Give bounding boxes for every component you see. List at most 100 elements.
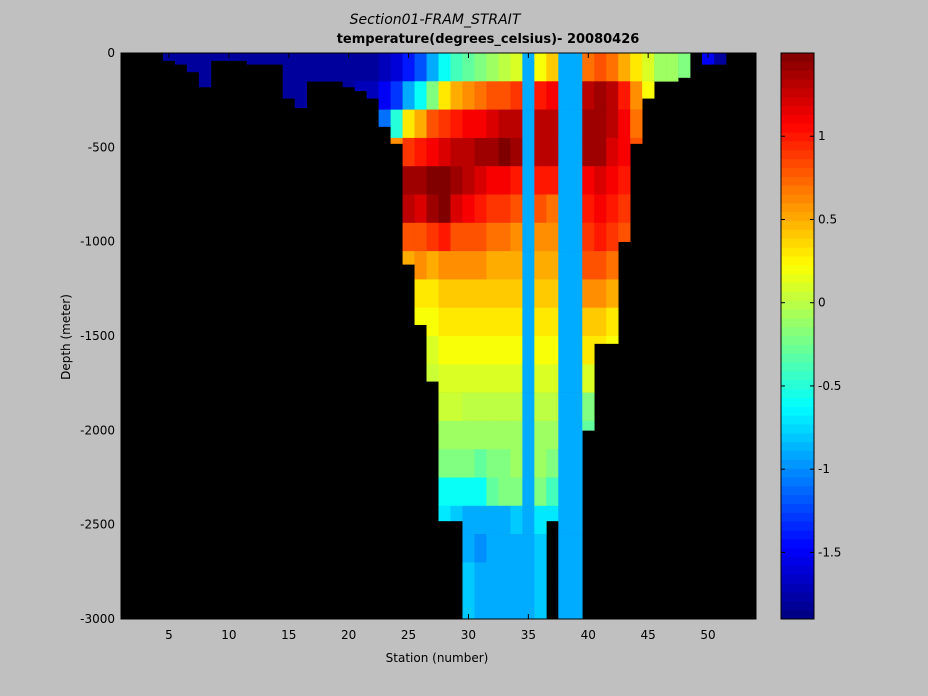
- heatmap-cell: [510, 420, 523, 450]
- heatmap-cell: [522, 534, 535, 563]
- colorbar-segment: [781, 565, 814, 576]
- heatmap-cell: [438, 392, 451, 422]
- colorbar-segment: [781, 504, 814, 514]
- colorbar-segment: [781, 583, 814, 593]
- heatmap-cell: [498, 420, 511, 450]
- heatmap-cell: [546, 392, 559, 422]
- heatmap-cell: [546, 222, 559, 252]
- heatmap-cell: [570, 534, 583, 563]
- heatmap-cell: [510, 279, 523, 308]
- x-tick-label: 25: [401, 628, 416, 642]
- colorbar-segment: [781, 291, 814, 302]
- colorbar-tick-label: -1: [818, 462, 830, 476]
- colorbar-segment: [781, 512, 814, 523]
- heatmap-cell: [450, 194, 463, 224]
- heatmap-cell: [318, 53, 331, 82]
- colorbar-segment: [781, 256, 814, 266]
- heatmap-cell: [522, 279, 535, 308]
- heatmap-cell: [462, 590, 475, 620]
- heatmap-cell: [282, 53, 296, 82]
- heatmap-cell: [582, 336, 595, 365]
- heatmap-cell: [510, 222, 523, 252]
- heatmap-cell: [198, 81, 212, 88]
- heatmap-cell: [486, 279, 499, 308]
- heatmap-cell: [570, 364, 583, 393]
- heatmap-cell: [594, 194, 607, 224]
- heatmap-cell: [534, 81, 547, 110]
- colorbar-segment: [781, 132, 814, 142]
- y-axis: 0 -500 -1000 -1500 -2000 -2500 -3000: [80, 46, 756, 626]
- heatmap-cell: [174, 53, 188, 65]
- heatmap-cell: [402, 194, 415, 224]
- heatmap-cell: [438, 364, 451, 393]
- heatmap-cell: [510, 307, 523, 337]
- heatmap-cell: [438, 251, 451, 280]
- heatmap-cell: [498, 364, 511, 393]
- x-tick-label: 15: [281, 628, 296, 642]
- colorbar-segment: [781, 486, 814, 496]
- colorbar-segment: [781, 274, 814, 284]
- heatmap-cell: [486, 449, 499, 478]
- heatmap-cell: [486, 364, 499, 393]
- heatmap-cell: [558, 562, 571, 591]
- heatmap-cell: [426, 307, 439, 337]
- heatmap-cell: [462, 137, 475, 167]
- heatmap-cell: [534, 251, 547, 280]
- colorbar-segment: [781, 601, 814, 611]
- heatmap-cell: [534, 279, 547, 308]
- heatmap-cell: [606, 166, 619, 195]
- heatmap-cell: [582, 364, 595, 393]
- heatmap-cell: [582, 109, 595, 139]
- heatmap-cell: [246, 53, 260, 65]
- heatmap-cell: [210, 53, 224, 61]
- heatmap-cell: [558, 449, 571, 478]
- heatmap-cell: [558, 336, 571, 365]
- heatmap-cell: [714, 53, 727, 65]
- heatmap-cell: [450, 336, 463, 365]
- colorbar-segment: [781, 88, 814, 98]
- heatmap-cell: [558, 137, 571, 167]
- heatmap-cell: [414, 222, 427, 252]
- heatmap-cell: [546, 137, 559, 167]
- heatmap-cell: [462, 449, 475, 478]
- heatmap-cell: [510, 137, 523, 167]
- colorbar-segment: [781, 141, 814, 151]
- colorbar-segment: [781, 459, 814, 470]
- heatmap-cell: [474, 81, 487, 110]
- colorbar-segment: [781, 406, 814, 416]
- heatmap-cell: [522, 251, 535, 280]
- heatmap-cell: [546, 166, 559, 195]
- heatmap-cells: [162, 53, 727, 620]
- colorbar-segment: [781, 176, 814, 187]
- heatmap-cell: [510, 449, 523, 478]
- heatmap-cell: [486, 505, 499, 535]
- colorbar-segment: [781, 212, 814, 222]
- heatmap-cell: [498, 166, 511, 195]
- colorbar-segment: [781, 185, 814, 195]
- heatmap-cell: [474, 364, 487, 393]
- heatmap-cell: [462, 222, 475, 252]
- heatmap-cell: [522, 81, 535, 110]
- heatmap-cell: [510, 81, 523, 110]
- heatmap-cell: [630, 109, 643, 139]
- heatmap-cell: [366, 81, 379, 99]
- colorbar-segment: [781, 97, 814, 107]
- x-tick-label: 50: [700, 628, 715, 642]
- colorbar-segment: [781, 318, 814, 328]
- heatmap-cell: [342, 53, 355, 82]
- colorbar-segment: [781, 309, 814, 319]
- heatmap-cell: [522, 166, 535, 195]
- chart-title: Section01-FRAM_STRAIT: [350, 12, 522, 28]
- heatmap-cell: [462, 251, 475, 280]
- heatmap-cell: [570, 251, 583, 280]
- colorbar-segment: [781, 415, 814, 425]
- heatmap-cell: [270, 53, 284, 65]
- heatmap-cell: [510, 109, 523, 139]
- x-axis-label: Station (number): [386, 651, 489, 665]
- heatmap-cell: [594, 307, 607, 337]
- heatmap-cell: [414, 109, 427, 139]
- heatmap-cell: [462, 477, 475, 507]
- heatmap-cell: [546, 81, 559, 110]
- heatmap-cell: [522, 109, 535, 139]
- heatmap-cell: [390, 81, 403, 110]
